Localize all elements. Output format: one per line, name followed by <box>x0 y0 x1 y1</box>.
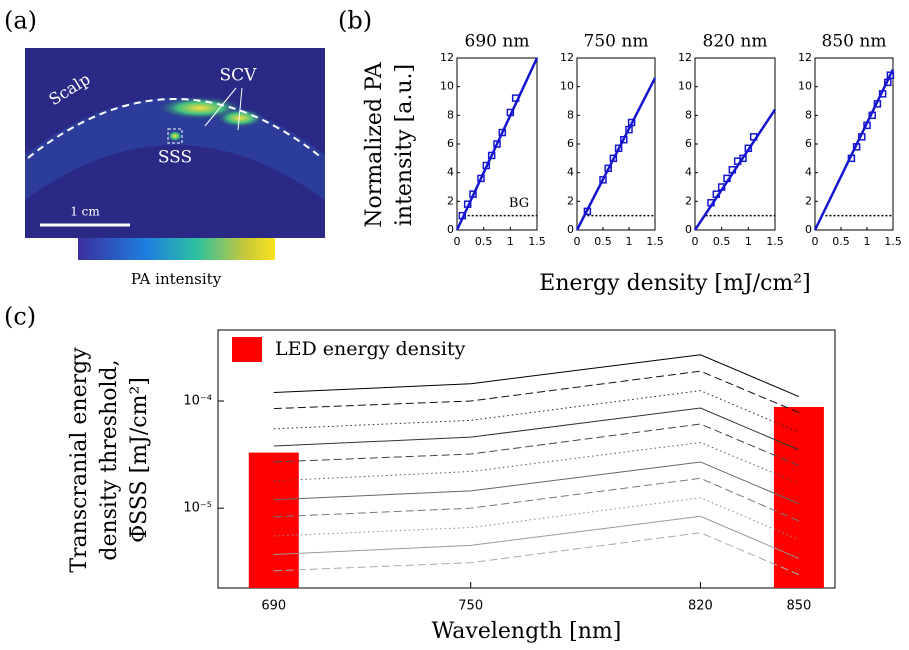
panel-label: (c) <box>4 303 36 331</box>
y-tick-label: 2 <box>805 194 812 207</box>
x-tick-label: 750 <box>458 599 483 614</box>
fit-line <box>577 78 655 230</box>
x-tick-label: 1.5 <box>646 235 664 248</box>
y-tick-label: 10⁻⁵ <box>183 501 212 516</box>
y-tick-label: 12 <box>678 51 692 64</box>
y-tick-label: 2 <box>447 194 454 207</box>
threshold-line <box>274 355 799 397</box>
y-tick-label: 6 <box>685 137 692 150</box>
y-tick-label: 12 <box>440 51 454 64</box>
chart-title: 690 nm <box>465 32 530 52</box>
sss-label: SSS <box>158 148 192 168</box>
chart-title: 850 nm <box>822 32 887 52</box>
panel-label: (a) <box>4 7 37 35</box>
bg-label: BG <box>509 196 529 211</box>
plot-frame <box>218 330 835 588</box>
x-tick-label: 1.5 <box>528 235 546 248</box>
threshold-line <box>274 408 799 450</box>
scv-label: SCV <box>220 66 258 86</box>
pa-image: 1 cm Scalp SCV SSS PA intensity <box>25 48 325 288</box>
threshold-line <box>274 498 799 540</box>
x-axis-label: Energy density [mJ/cm²] <box>539 271 810 296</box>
x-tick-label: 0.5 <box>594 235 612 248</box>
legend-swatch <box>232 337 262 362</box>
x-tick-label: 690 <box>261 599 286 614</box>
y-tick-label: 6 <box>567 137 574 150</box>
y-tick-label: 12 <box>798 51 812 64</box>
y-tick-label: 10⁻⁴ <box>183 394 212 409</box>
page: {"panel_labels":["(a)","(b)","(c)"], "im… <box>0 0 909 650</box>
y-tick-label: 2 <box>685 194 692 207</box>
chart-title: 750 nm <box>584 32 649 52</box>
x-tick-label: 0 <box>692 235 699 248</box>
threshold-line <box>274 443 799 484</box>
y-axis-label: intensity [a.u.] <box>392 64 417 226</box>
y-axis-label: Transcranial energy <box>67 347 92 573</box>
x-tick-label: 1 <box>745 235 752 248</box>
panel-label: (b) <box>338 7 372 35</box>
threshold-line <box>274 391 799 433</box>
y-tick-label: 4 <box>447 166 454 179</box>
y-tick-label: 8 <box>805 108 812 121</box>
threshold-line <box>274 371 799 412</box>
y-tick-label: 10 <box>678 80 692 93</box>
x-axis-label: Wavelength [nm] <box>432 619 622 644</box>
x-tick-label: 1 <box>864 235 871 248</box>
y-tick-label: 8 <box>447 108 454 121</box>
y-axis-label: Φ̄SSS [mJ/cm²] <box>127 377 152 543</box>
x-tick-label: 820 <box>688 599 713 614</box>
x-tick-label: 1 <box>507 235 514 248</box>
x-tick-label: 0 <box>574 235 581 248</box>
y-tick-label: 10 <box>440 80 454 93</box>
x-tick-label: 0.5 <box>713 235 731 248</box>
scale-label: 1 cm <box>70 205 100 219</box>
y-tick-label: 10 <box>798 80 812 93</box>
y-tick-label: 8 <box>567 108 574 121</box>
x-tick-label: 0 <box>454 235 461 248</box>
y-tick-label: 6 <box>447 137 454 150</box>
y-tick-label: 12 <box>560 51 574 64</box>
threshold-line <box>274 478 799 521</box>
threshold-line <box>274 516 799 558</box>
y-tick-label: 4 <box>567 166 574 179</box>
x-tick-label: 850 <box>786 599 811 614</box>
y-tick-label: 10 <box>560 80 574 93</box>
y-tick-label: 8 <box>685 108 692 121</box>
y-tick-label: 2 <box>567 194 574 207</box>
x-tick-label: 0.5 <box>475 235 493 248</box>
colorbar <box>78 238 275 260</box>
y-axis-label: Normalized PA <box>362 61 387 228</box>
x-tick-label: 0.5 <box>832 235 850 248</box>
x-tick-label: 1.5 <box>766 235 784 248</box>
y-axis-label: density threshold, <box>97 359 122 560</box>
threshold-line <box>274 424 799 466</box>
threshold-line <box>274 533 799 575</box>
bar <box>249 453 299 588</box>
legend-label: LED energy density <box>275 338 466 360</box>
figure: (a) (b) (c) 1 cm Scalp SCV SSS PA intens… <box>0 0 909 650</box>
threshold-line <box>274 462 799 504</box>
y-tick-label: 4 <box>685 166 692 179</box>
colorbar-label: PA intensity <box>131 270 222 288</box>
y-tick-label: 4 <box>805 166 812 179</box>
chart-title: 820 nm <box>703 32 768 52</box>
bar <box>774 407 824 588</box>
plot-frame <box>577 58 655 230</box>
y-tick-label: 6 <box>805 137 812 150</box>
x-tick-label: 1.5 <box>884 235 902 248</box>
image-vessel <box>167 130 183 142</box>
plot-frame <box>695 58 775 230</box>
x-tick-label: 1 <box>626 235 633 248</box>
x-tick-label: 0 <box>812 235 819 248</box>
